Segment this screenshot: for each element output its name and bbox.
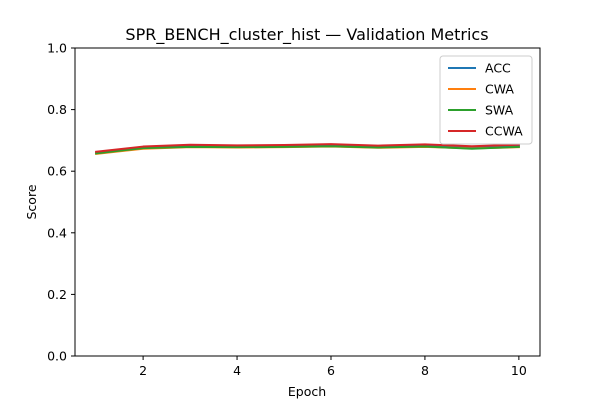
series-line-ccwa xyxy=(95,143,520,153)
y-tick-label: 0.4 xyxy=(47,225,67,240)
series-line-swa xyxy=(95,145,520,155)
series-layer xyxy=(95,143,520,156)
legend-label-acc: ACC xyxy=(485,61,511,76)
y-tick-label: 0.8 xyxy=(47,102,67,117)
plot-frame xyxy=(74,47,541,357)
axes-layer: 2 4 6 8 10 0.0 0.2 0.4 0.6 0.8 1.0 xyxy=(47,41,541,378)
x-tick-label: 2 xyxy=(139,363,147,378)
x-tick-label: 4 xyxy=(233,363,241,378)
legend-label-swa: SWA xyxy=(485,103,514,118)
x-tick-label: 10 xyxy=(511,363,527,378)
x-tick-label: 6 xyxy=(327,363,335,378)
y-tick-label: 1.0 xyxy=(47,41,67,56)
legend-label-ccwa: CCWA xyxy=(485,124,523,139)
x-tick-label: 8 xyxy=(421,363,429,378)
x-axis-label: Epoch xyxy=(288,384,326,399)
y-axis-label: Score xyxy=(24,184,39,219)
legend-label-cwa: CWA xyxy=(485,82,514,97)
y-tick-label: 0.0 xyxy=(47,349,67,364)
legend-box xyxy=(439,55,533,145)
y-tick-label: 0.6 xyxy=(47,164,67,179)
legend: ACC CWA SWA CCWA xyxy=(439,55,533,145)
y-tick-label: 0.2 xyxy=(47,287,67,302)
chart-title: SPR_BENCH_cluster_hist — Validation Metr… xyxy=(125,25,488,45)
